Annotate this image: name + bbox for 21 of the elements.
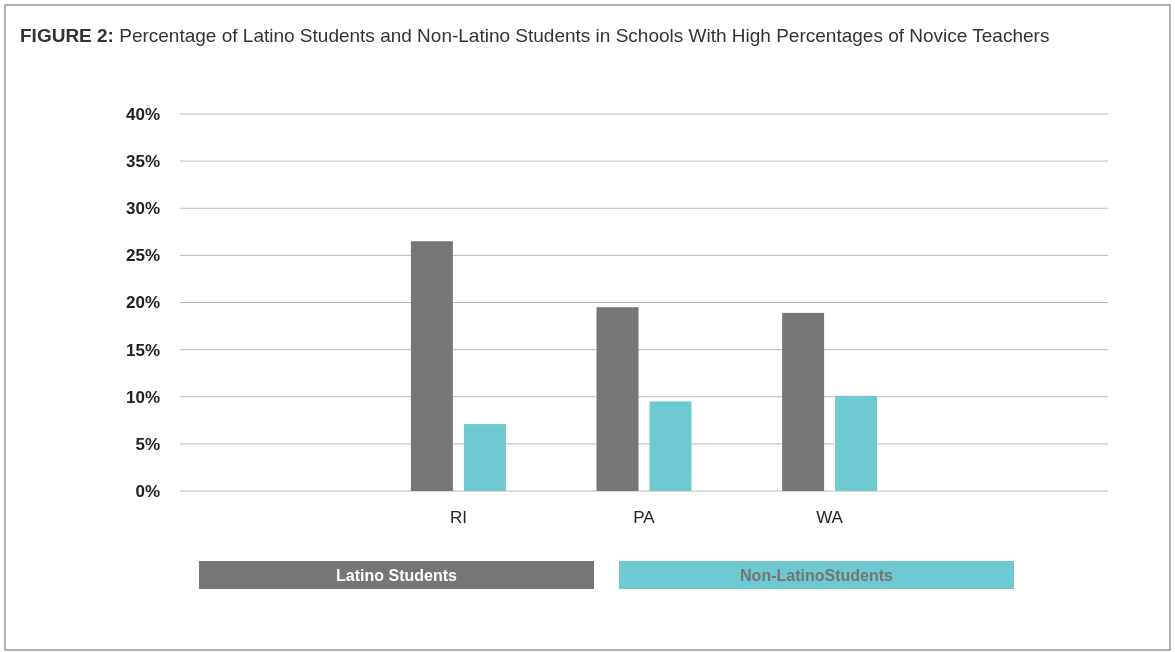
text: Latino Students	[336, 566, 458, 584]
y-tick-label: 15%	[125, 340, 160, 360]
x-tick-label: WA	[816, 508, 844, 527]
y-tick-label: 10%	[125, 387, 160, 407]
x-tick-label: PA	[633, 508, 656, 527]
bar	[410, 241, 453, 491]
y-tick-label: 40%	[125, 104, 160, 124]
y-tick-label: 20%	[125, 293, 160, 313]
y-tick-label: 25%	[125, 246, 160, 266]
text: Non-LatinoStudents	[740, 566, 894, 584]
y-tick-label: 35%	[125, 152, 160, 172]
bar	[835, 395, 878, 491]
bar	[463, 424, 506, 491]
y-tick-label: 30%	[125, 199, 160, 219]
bar	[782, 312, 825, 491]
chart-title: FIGURE 2: Percentage of Latino Students and Non-Latino Students in Schools With High Percentages of Novice Teachers	[20, 25, 1050, 46]
bar	[649, 401, 692, 491]
x-tick-label: RI	[449, 508, 467, 527]
y-tick-label: 0%	[135, 481, 160, 501]
y-tick-label: 5%	[135, 434, 160, 454]
bar	[596, 307, 639, 491]
